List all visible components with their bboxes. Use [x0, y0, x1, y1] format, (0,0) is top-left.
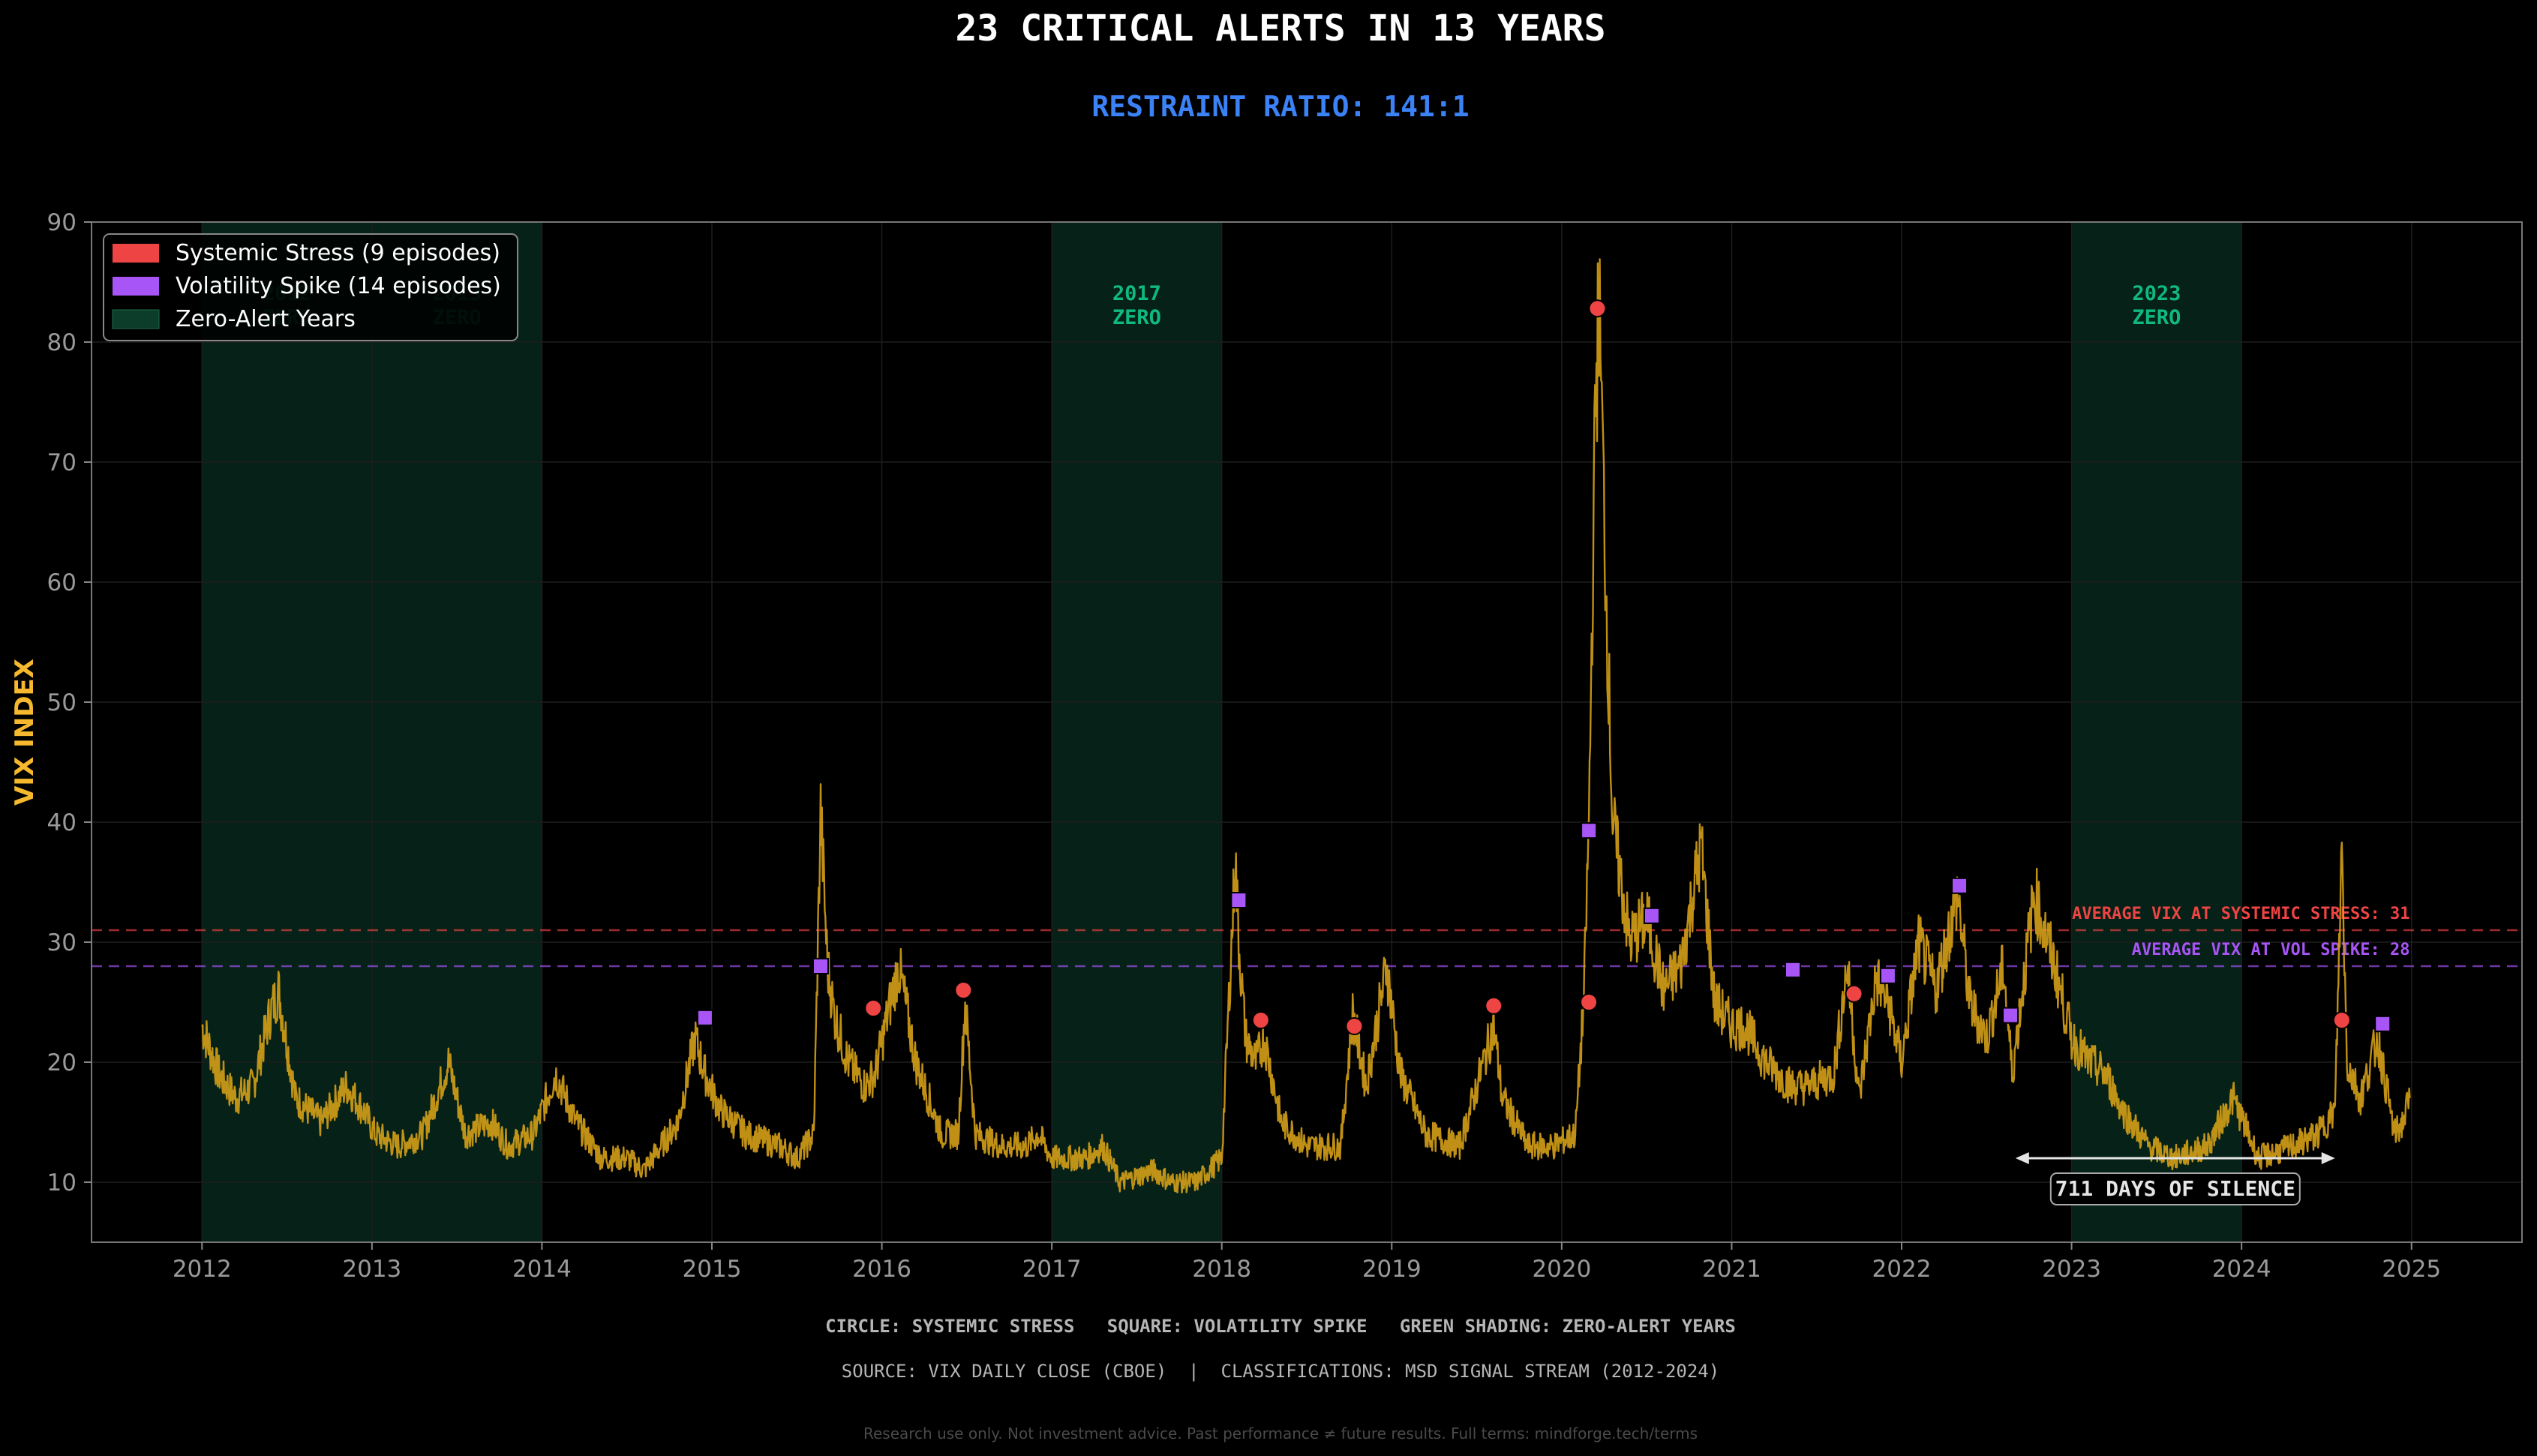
y-tick-label: 10 [47, 1169, 77, 1196]
zero-alert-zones: 2012ZERO2013ZERO2017ZERO2023ZERO [201, 221, 2242, 1243]
chart-subtitle: RESTRAINT RATIO: 141:1 [1091, 90, 1469, 123]
y-tick-label: 70 [47, 449, 77, 476]
x-tick-label: 2017 [1022, 1256, 1082, 1283]
legend-swatch-systemic [113, 244, 159, 263]
zero-zone-label-2023: ZERO [2132, 306, 2181, 329]
volatility-spike-marker [696, 1009, 713, 1026]
zero-zone-year-2017: 2017 [1112, 282, 1161, 305]
alert-markers [696, 299, 2391, 1035]
x-tick-label: 2021 [1702, 1256, 1761, 1283]
volatility-spike-marker [812, 958, 829, 974]
y-tick-label: 90 [47, 209, 77, 236]
y-tick-label: 80 [47, 329, 77, 356]
x-tick-label: 2014 [512, 1256, 572, 1283]
legend-swatch-vol-spike [113, 277, 159, 296]
zero-zone-year-2023: 2023 [2132, 282, 2181, 305]
x-tick-label: 2016 [852, 1256, 911, 1283]
y-tick-label: 30 [47, 929, 77, 956]
systemic-stress-marker [2332, 1011, 2351, 1029]
x-axis: 2012 2013 2014 2015 2016 2017 2018 2019 2020 2021… [173, 1242, 2441, 1283]
y-tick-label: 20 [47, 1049, 77, 1076]
x-tick-label: 2025 [2382, 1256, 2441, 1283]
footer-key: CIRCLE: SYSTEMIC STRESS SQUARE: VOLATILI… [825, 1316, 1736, 1337]
ref-label-systemic: AVERAGE VIX AT SYSTEMIC STRESS: 31 [2072, 905, 2409, 923]
volatility-spike-marker [1879, 967, 1896, 984]
silence-arrow-left-head [2015, 1152, 2029, 1164]
systemic-stress-marker [954, 981, 973, 999]
silence-arrow-right-head [2321, 1152, 2335, 1164]
zero-zone-2023 [2071, 221, 2242, 1243]
x-tick-label: 2024 [2212, 1256, 2271, 1283]
silence-label: 711 DAYS OF SILENCE [2055, 1176, 2295, 1201]
chart-title: 23 CRITICAL ALERTS IN 13 YEARS [956, 8, 1606, 50]
silence-label-box [2049, 1172, 2301, 1205]
vix-series [201, 258, 2411, 1194]
vix-line [201, 258, 2411, 1194]
x-tick-label: 2023 [2042, 1256, 2101, 1283]
x-tick-label: 2012 [173, 1256, 232, 1283]
plot-frame [91, 221, 2523, 1243]
systemic-stress-marker [864, 999, 883, 1017]
y-tick-label: 60 [47, 569, 77, 596]
x-tick-label: 2019 [1362, 1256, 1422, 1283]
legend-entry-systemic: Systemic Stress (9 episodes) [176, 240, 500, 266]
volatility-spike-marker [1785, 961, 1801, 978]
legend-entry-zero: Zero-Alert Years [176, 306, 356, 332]
zero-zone-label-2017: ZERO [1112, 306, 1161, 329]
volatility-spike-marker [1230, 892, 1247, 908]
silence-annotation: 711 DAYS OF SILENCE [2015, 1152, 2335, 1205]
systemic-stress-marker [1588, 299, 1607, 318]
volatility-spike-marker [2002, 1007, 2019, 1024]
y-axis-label: VIX INDEX [10, 659, 40, 806]
systemic-stress-marker [1485, 996, 1503, 1015]
legend-swatch-zero [112, 309, 160, 329]
reference-lines: AVERAGE VIX AT SYSTEMIC STRESS: 31 AVERAG… [92, 905, 2522, 968]
x-tick-label: 2013 [342, 1256, 401, 1283]
volatility-spike-marker [2374, 1015, 2391, 1032]
y-tick-label: 40 [47, 809, 77, 836]
x-tick-label: 2020 [1532, 1256, 1591, 1283]
volatility-spike-marker [1951, 877, 1968, 894]
ref-label-vol_spike: AVERAGE VIX AT VOL SPIKE: 28 [2132, 941, 2410, 959]
systemic-stress-marker [1251, 1011, 1270, 1029]
systemic-stress-marker [1345, 1017, 1364, 1035]
volatility-spike-marker [1643, 907, 1660, 924]
footer-source: SOURCE: VIX DAILY CLOSE (CBOE) | CLASSIF… [842, 1361, 1719, 1382]
zero-zone-2012 [201, 221, 373, 1243]
legend-entry-vol-spike: Volatility Spike (14 episodes) [176, 273, 501, 299]
y-axis: 10 20 30 40 50 60 70 80 90 [47, 209, 92, 1196]
volatility-spike-marker [1581, 822, 1598, 839]
systemic-stress-marker [1845, 984, 1863, 1003]
legend: Systemic Stress (9 episodes) Volatility … [103, 233, 518, 341]
zero-zone-2017 [1051, 221, 1223, 1243]
x-tick-label: 2015 [683, 1256, 742, 1283]
x-tick-label: 2022 [1872, 1256, 1932, 1283]
y-tick-label: 50 [47, 689, 77, 716]
x-tick-label: 2018 [1192, 1256, 1251, 1283]
zero-zone-2013 [371, 221, 542, 1243]
legend-box [103, 233, 518, 341]
footer-disclaimer: Research use only. Not investment advice… [863, 1424, 1698, 1442]
systemic-stress-marker [1580, 993, 1599, 1011]
